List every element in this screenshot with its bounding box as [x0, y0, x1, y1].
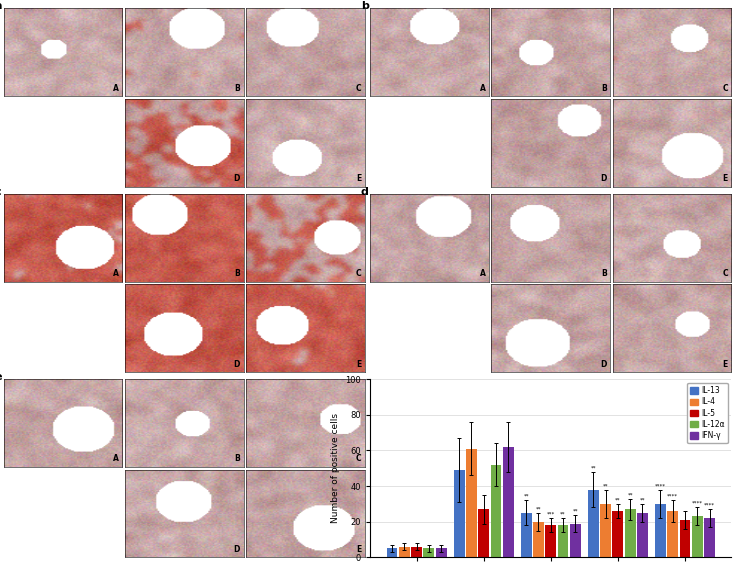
Text: b: b [361, 2, 368, 11]
Text: ****: **** [704, 503, 715, 508]
Text: **: ** [560, 512, 566, 517]
Text: B: B [234, 84, 240, 93]
Bar [612, 511, 623, 557]
Bar [588, 490, 599, 557]
Text: E: E [723, 174, 728, 183]
Text: **: ** [628, 492, 633, 497]
Text: D: D [234, 360, 240, 369]
Text: D: D [234, 174, 240, 183]
Text: **: ** [573, 508, 578, 513]
Text: D: D [600, 174, 606, 183]
Bar [411, 547, 422, 557]
Text: ***: *** [547, 512, 555, 517]
Text: c: c [0, 187, 1, 197]
Bar [558, 525, 568, 557]
Bar [503, 447, 514, 557]
Bar [423, 548, 434, 557]
Text: D: D [234, 545, 240, 554]
Text: A: A [113, 269, 119, 278]
Text: **: ** [590, 466, 596, 471]
Bar [570, 524, 581, 557]
Text: A: A [479, 84, 485, 93]
Bar [453, 470, 465, 557]
Bar [478, 510, 489, 557]
Bar [680, 520, 690, 557]
Text: **: ** [615, 498, 620, 503]
Text: A: A [113, 84, 119, 93]
Y-axis label: Number of positive cells: Number of positive cells [331, 413, 340, 523]
Bar [655, 504, 666, 557]
Bar [466, 449, 477, 557]
Bar [625, 510, 636, 557]
Text: **: ** [536, 506, 541, 511]
Text: B: B [234, 454, 240, 463]
Text: B: B [234, 269, 240, 278]
Text: E: E [356, 174, 361, 183]
Text: **: ** [603, 483, 609, 488]
Text: ****: **** [692, 501, 703, 506]
Text: A: A [479, 269, 485, 278]
Text: a: a [0, 2, 1, 11]
Bar [490, 464, 501, 557]
Bar [521, 513, 531, 557]
Bar [436, 548, 447, 557]
Text: E: E [723, 360, 728, 369]
Bar [692, 516, 703, 557]
Text: B: B [600, 269, 606, 278]
Text: B: B [600, 84, 606, 93]
Text: **: ** [639, 498, 645, 503]
Text: C: C [722, 269, 728, 278]
Text: ****: **** [655, 483, 666, 488]
Bar [387, 548, 398, 557]
Bar [667, 511, 678, 557]
Text: C: C [356, 84, 361, 93]
Text: E: E [356, 545, 361, 554]
Bar [533, 522, 544, 557]
Text: C: C [722, 84, 728, 93]
Bar [704, 518, 715, 557]
Text: C: C [356, 454, 361, 463]
Text: E: E [356, 360, 361, 369]
Bar [399, 547, 409, 557]
Text: A: A [113, 454, 119, 463]
Text: d: d [361, 187, 368, 197]
Text: D: D [600, 360, 606, 369]
Text: **: ** [523, 494, 529, 499]
Bar [545, 525, 556, 557]
Text: ****: **** [667, 494, 678, 499]
Legend: IL-13, IL-4, IL-5, IL-12α, IFN-γ: IL-13, IL-4, IL-5, IL-12α, IFN-γ [687, 383, 728, 443]
Text: C: C [356, 269, 361, 278]
Bar [600, 504, 611, 557]
Text: e: e [0, 372, 1, 382]
Bar [637, 513, 648, 557]
